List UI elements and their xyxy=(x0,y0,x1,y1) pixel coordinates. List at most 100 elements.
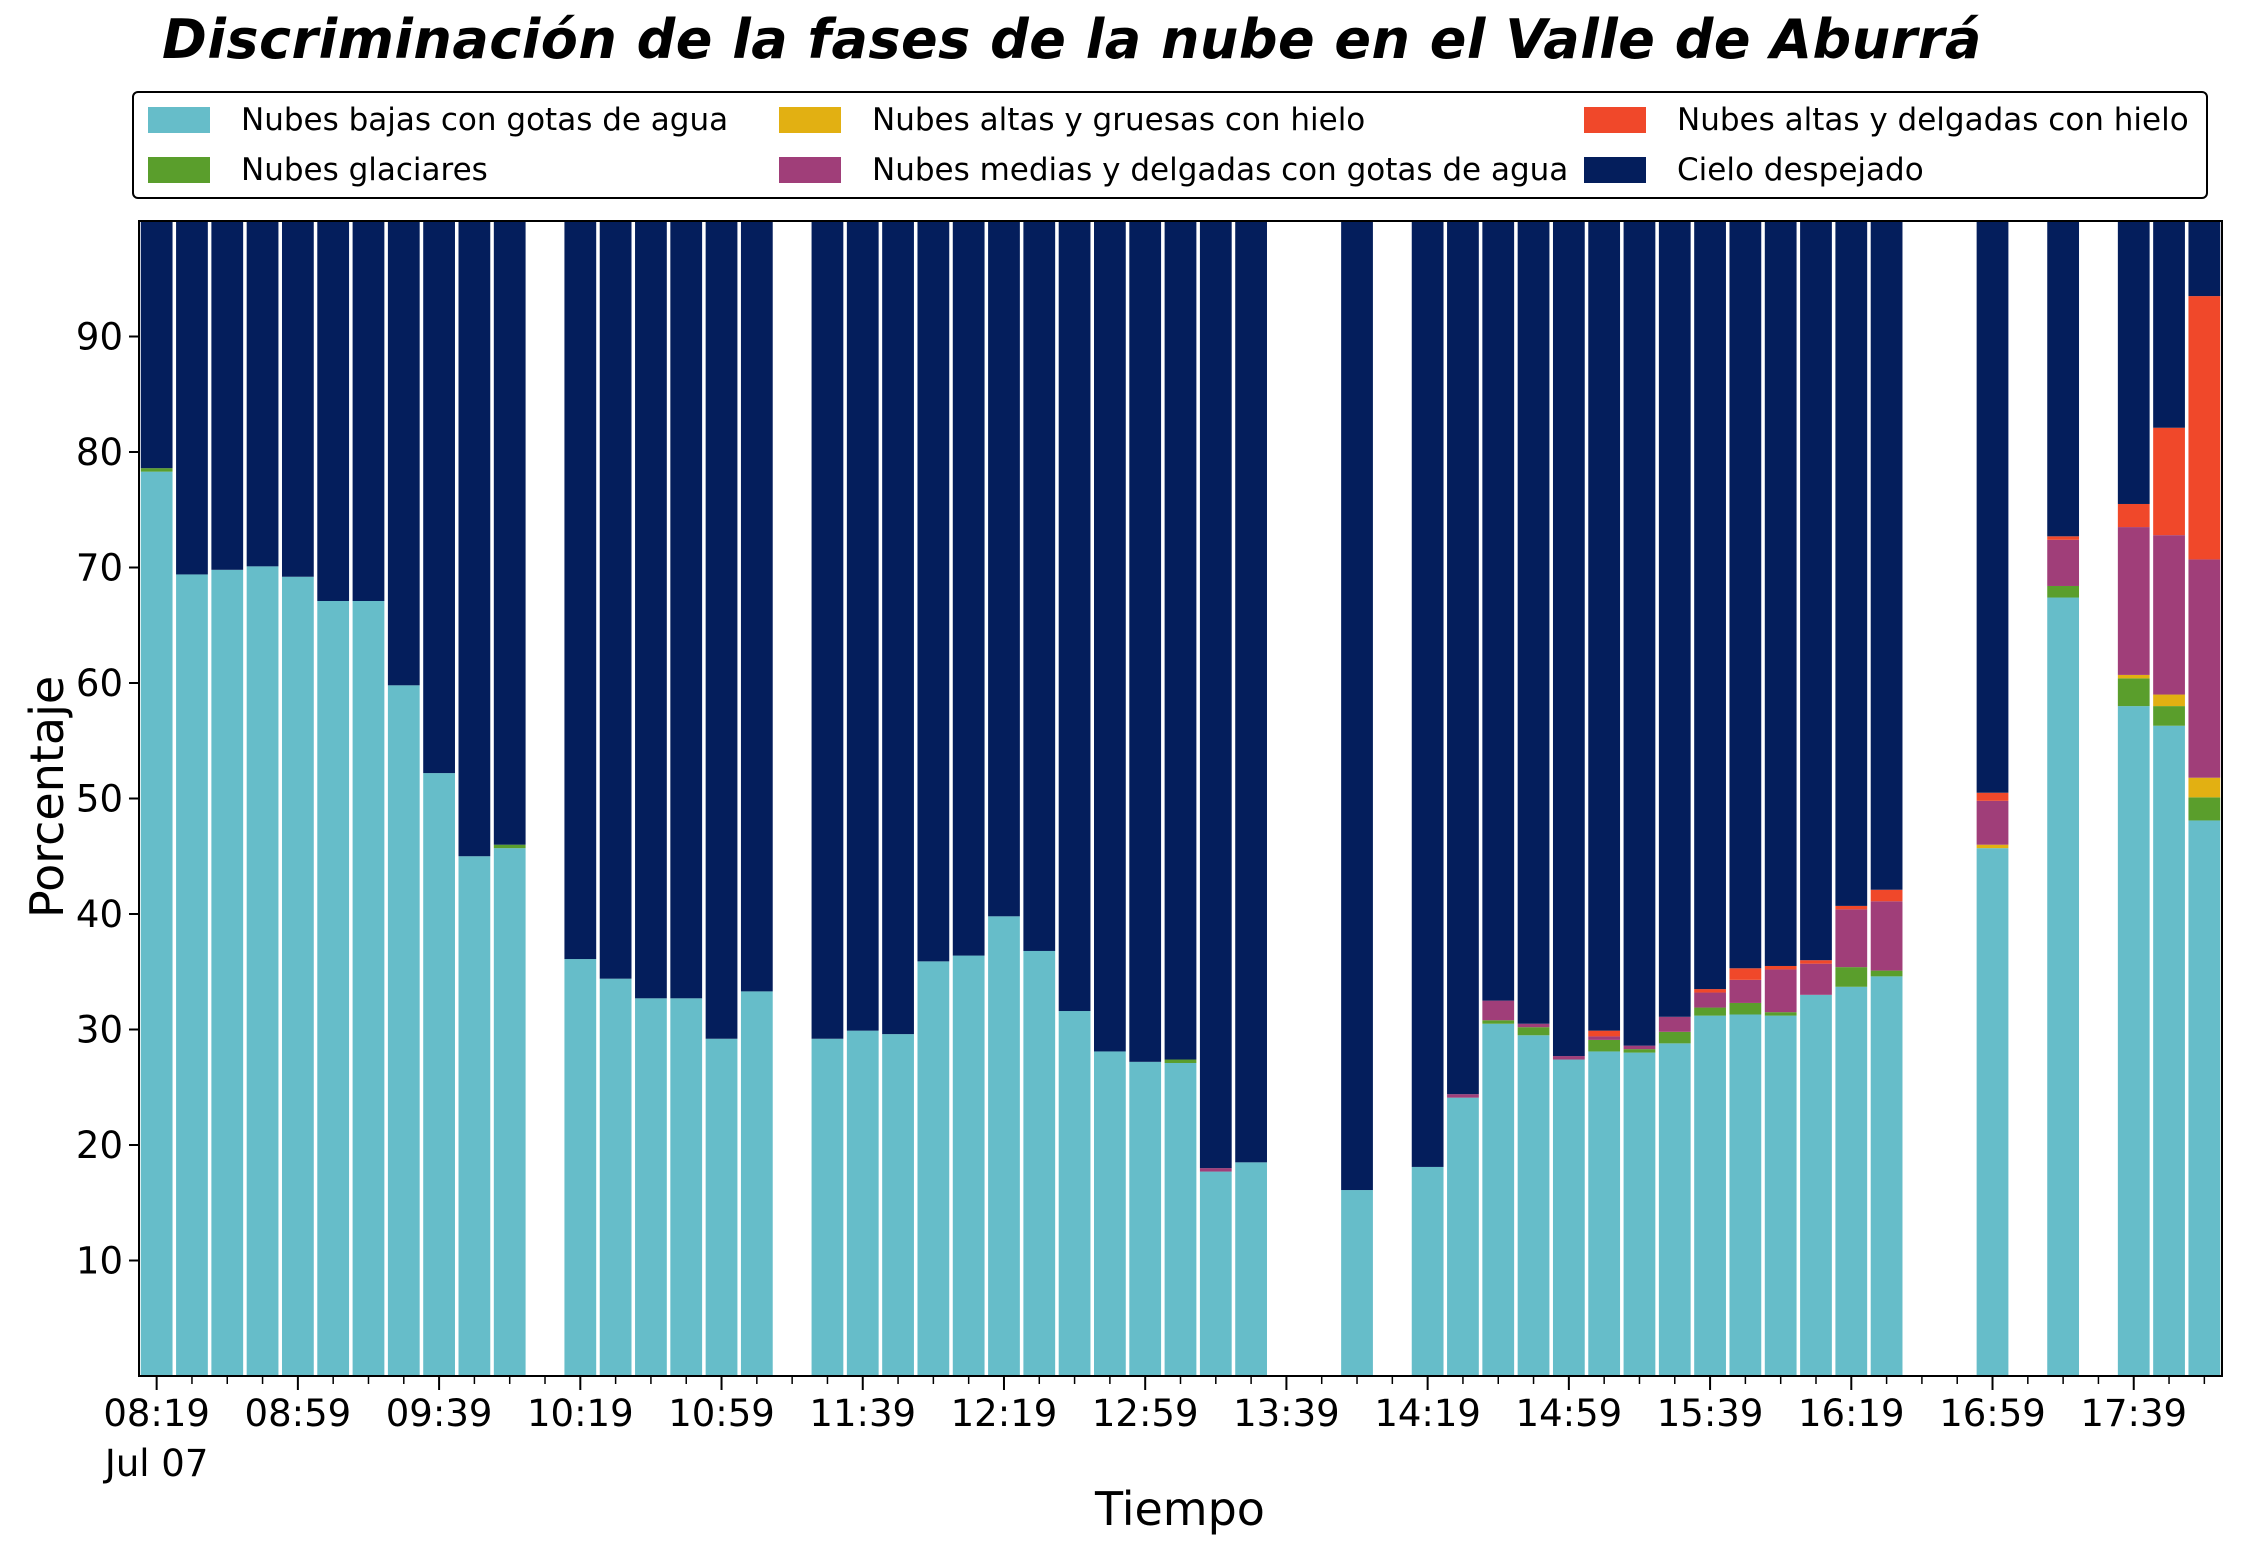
bar-cielo-despejado-0959 xyxy=(493,221,526,845)
bar-nubes-altas-y-delgadas-con-hielo-1619 xyxy=(1835,905,1868,910)
legend-item-nubes-glaciares: Nubes glaciares xyxy=(148,152,488,188)
bar-cielo-despejado-1159 xyxy=(917,221,950,962)
bar-nubes-bajas-con-gotas-de-agua-1529 xyxy=(1658,1043,1691,1376)
bar-nubes-altas-y-delgadas-con-hielo-1629 xyxy=(1870,889,1903,902)
legend-label: Nubes altas y delgadas con hielo xyxy=(1677,102,2189,138)
bar-nubes-bajas-con-gotas-de-agua-1239 xyxy=(1058,1011,1091,1376)
bar-cielo-despejado-0909 xyxy=(317,221,350,601)
bar-nubes-bajas-con-gotas-de-agua-1559 xyxy=(1764,1015,1797,1376)
bar-nubes-medias-y-delgadas-con-gotas-de-agua-1449 xyxy=(1517,1023,1550,1028)
y-tick-label-90: 90 xyxy=(76,316,123,359)
x-tick-date-label: Jul 07 xyxy=(103,1442,208,1485)
bar-nubes-bajas-con-gotas-de-agua-1539 xyxy=(1694,1015,1726,1376)
bar-nubes-medias-y-delgadas-con-gotas-de-agua-1759 xyxy=(2188,559,2221,778)
bar-nubes-glaciares-1619 xyxy=(1835,967,1868,987)
bar-cielo-despejado-1329 xyxy=(1235,221,1267,1163)
bar-nubes-bajas-con-gotas-de-agua-1519 xyxy=(1623,1052,1656,1376)
bar-nubes-bajas-con-gotas-de-agua-1209 xyxy=(952,955,985,1376)
bar-nubes-medias-y-delgadas-con-gotas-de-agua-1739 xyxy=(2117,527,2150,675)
bar-cielo-despejado-0939 xyxy=(423,221,455,774)
legend-swatch xyxy=(148,157,210,183)
bar-nubes-bajas-con-gotas-de-agua-1149 xyxy=(882,1034,914,1376)
bar-nubes-altas-y-delgadas-con-hielo-1559 xyxy=(1764,965,1797,970)
bar-nubes-bajas-con-gotas-de-agua-1629 xyxy=(1870,976,1903,1376)
bar-nubes-bajas-con-gotas-de-agua-0829 xyxy=(176,574,208,1376)
x-ticks-layer: 08:19 Jul 07 08:59 09:39 10:19 10:59 11:39 12:1… xyxy=(103,1376,2206,1485)
legend-item-nubes-bajas-con-gotas-de-agua: Nubes bajas con gotas de agua xyxy=(148,102,728,138)
x-tick-label-1659: 16:59 xyxy=(1939,1392,2046,1435)
bar-nubes-glaciares-1749 xyxy=(2153,706,2185,726)
bar-cielo-despejado-1209 xyxy=(952,221,985,956)
bar-cielo-despejado-1519 xyxy=(1623,221,1656,1046)
bar-cielo-despejado-1259 xyxy=(1129,221,1162,1062)
y-tick-label-50: 50 xyxy=(76,778,123,821)
y-tick-label-20: 20 xyxy=(76,1124,123,1167)
bar-nubes-altas-y-delgadas-con-hielo-1749 xyxy=(2153,427,2185,536)
bar-nubes-bajas-con-gotas-de-agua-1659 xyxy=(1976,848,2009,1376)
x-tick-label-1539: 15:39 xyxy=(1657,1392,1764,1435)
x-tick-label-1139: 11:39 xyxy=(809,1392,916,1435)
bar-nubes-glaciares-1739 xyxy=(2117,678,2150,707)
legend-label: Nubes glaciares xyxy=(241,152,488,188)
bar-nubes-bajas-con-gotas-de-agua-1319 xyxy=(1199,1171,1232,1376)
bar-nubes-glaciares-1549 xyxy=(1729,1002,1762,1015)
bar-nubes-medias-y-delgadas-con-gotas-de-agua-1659 xyxy=(1976,800,2009,845)
bar-nubes-glaciares-1309 xyxy=(1164,1059,1197,1063)
bar-nubes-bajas-con-gotas-de-agua-1459 xyxy=(1552,1059,1585,1376)
bar-nubes-altas-y-delgadas-con-hielo-1659 xyxy=(1976,792,2009,801)
bar-nubes-medias-y-delgadas-con-gotas-de-agua-1459 xyxy=(1552,1056,1585,1060)
bar-nubes-medias-y-delgadas-con-gotas-de-agua-1719 xyxy=(2047,539,2080,586)
bar-nubes-bajas-con-gotas-de-agua-1309 xyxy=(1164,1062,1197,1376)
bar-nubes-bajas-con-gotas-de-agua-0849 xyxy=(246,566,279,1376)
bar-nubes-bajas-con-gotas-de-agua-1439 xyxy=(1482,1023,1515,1376)
bar-nubes-bajas-con-gotas-de-agua-1039 xyxy=(635,998,667,1376)
bar-cielo-despejado-1449 xyxy=(1517,221,1550,1024)
bar-nubes-bajas-con-gotas-de-agua-0839 xyxy=(211,569,244,1376)
bar-nubes-medias-y-delgadas-con-gotas-de-agua-1539 xyxy=(1694,992,1726,1008)
y-ticks-layer: 10 20 30 40 50 60 70 80 90 xyxy=(76,316,139,1283)
bar-cielo-despejado-1429 xyxy=(1447,221,1479,1095)
chart-title: Discriminación de la fases de la nube en… xyxy=(162,8,1982,71)
bar-cielo-despejado-1309 xyxy=(1164,221,1197,1060)
bar-cielo-despejado-1139 xyxy=(846,221,879,1031)
x-tick-label-1739: 17:39 xyxy=(2080,1392,2187,1435)
bar-cielo-despejado-1239 xyxy=(1058,221,1091,1012)
bar-nubes-medias-y-delgadas-con-gotas-de-agua-1549 xyxy=(1729,979,1762,1003)
bar-cielo-despejado-1739 xyxy=(2117,221,2150,504)
bar-nubes-altas-y-delgadas-con-hielo-1719 xyxy=(2047,536,2080,540)
legend-label: Nubes altas y gruesas con hielo xyxy=(872,102,1366,138)
bar-nubes-medias-y-delgadas-con-gotas-de-agua-1749 xyxy=(2153,535,2185,695)
bar-cielo-despejado-1749 xyxy=(2153,221,2185,428)
bar-nubes-bajas-con-gotas-de-agua-1739 xyxy=(2117,706,2150,1376)
bar-nubes-bajas-con-gotas-de-agua-1129 xyxy=(811,1038,844,1376)
bar-cielo-despejado-1529 xyxy=(1658,221,1691,1017)
bar-nubes-bajas-con-gotas-de-agua-1219 xyxy=(988,916,1020,1376)
bar-cielo-despejado-1719 xyxy=(2047,221,2080,537)
bar-nubes-altas-y-delgadas-con-hielo-1759 xyxy=(2188,296,2221,560)
bar-nubes-medias-y-delgadas-con-gotas-de-agua-1529 xyxy=(1658,1016,1691,1032)
bar-nubes-bajas-con-gotas-de-agua-1759 xyxy=(2188,820,2221,1376)
legend-item-nubes-medias-y-delgadas-con-gotas-de-agua: Nubes medias y delgadas con gotas de agu… xyxy=(779,152,1568,188)
bar-nubes-medias-y-delgadas-con-gotas-de-agua-1559 xyxy=(1764,969,1797,1013)
bar-nubes-bajas-con-gotas-de-agua-0909 xyxy=(317,601,350,1376)
bar-cielo-despejado-0819 xyxy=(140,221,173,469)
bar-cielo-despejado-1049 xyxy=(670,221,703,999)
x-tick-label-1419: 14:19 xyxy=(1374,1392,1481,1435)
bar-nubes-bajas-con-gotas-de-agua-1029 xyxy=(599,978,632,1376)
bar-cielo-despejado-1609 xyxy=(1800,221,1832,961)
bar-cielo-despejado-1559 xyxy=(1764,221,1797,966)
bar-nubes-bajas-con-gotas-de-agua-1019 xyxy=(564,959,597,1376)
bar-cielo-despejado-0929 xyxy=(387,221,420,686)
bar-cielo-despejado-1149 xyxy=(882,221,914,1035)
x-tick-label-1019: 10:19 xyxy=(527,1392,634,1435)
x-tick-label-1339: 13:39 xyxy=(1233,1392,1340,1435)
bar-nubes-glaciares-1509 xyxy=(1588,1039,1621,1052)
bar-nubes-bajas-con-gotas-de-agua-1059 xyxy=(705,1038,738,1376)
bar-nubes-bajas-con-gotas-de-agua-1609 xyxy=(1800,994,1832,1376)
bar-cielo-despejado-1439 xyxy=(1482,221,1515,1001)
bar-nubes-bajas-con-gotas-de-agua-1429 xyxy=(1447,1097,1479,1376)
legend-swatch xyxy=(779,157,841,183)
y-tick-label-80: 80 xyxy=(76,431,123,474)
x-tick-label-1459: 14:59 xyxy=(1516,1392,1623,1435)
